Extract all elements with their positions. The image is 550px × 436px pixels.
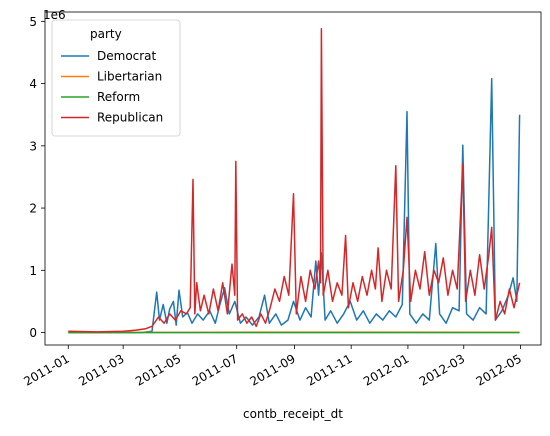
x-tick-label: 2011-09	[247, 351, 297, 388]
plot-frame	[44, 11, 542, 346]
legend-box	[51, 19, 181, 137]
frame-layer	[44, 11, 542, 346]
x-tick-label: 2011-11	[304, 351, 354, 388]
legend-label-republican: Republican	[97, 111, 163, 125]
x-tick-label: 2012-03	[417, 351, 467, 388]
x-tick-label: 2012-05	[474, 351, 524, 388]
y-tick-label: 0	[29, 326, 37, 340]
series-line-republican	[68, 28, 521, 333]
x-tick-label: 2012-01	[361, 351, 411, 388]
y-axis-offset-label: 1e6	[43, 8, 66, 22]
legend-label-democrat: Democrat	[97, 49, 157, 63]
x-tick-label: 2011-07	[190, 351, 240, 388]
y-tick-label: 3	[29, 139, 37, 153]
y-tick-label: 2	[29, 202, 37, 216]
x-tick-label: 2011-01	[21, 351, 71, 388]
y-tick-label: 1	[29, 264, 37, 278]
legend: party Democrat Libertarian Reform Republican	[51, 19, 181, 137]
legend-label-libertarian: Libertarian	[97, 70, 162, 84]
series-layer	[68, 28, 521, 334]
legend-label-reform: Reform	[97, 90, 140, 104]
legend-title: party	[90, 27, 122, 41]
y-tick-label: 5	[29, 15, 37, 29]
x-tick-label: 2011-03	[76, 351, 126, 388]
y-tick-label: 4	[29, 77, 37, 91]
x-axis-title: contb_receipt_dt	[243, 407, 343, 421]
x-tick-label: 2011-05	[133, 351, 183, 388]
